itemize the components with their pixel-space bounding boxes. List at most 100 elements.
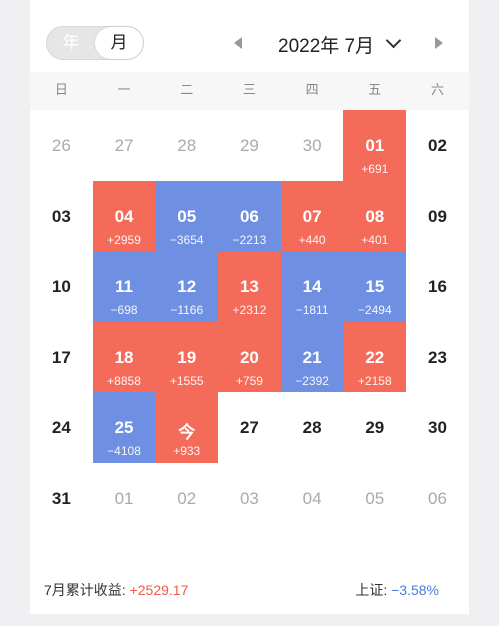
daily-pnl: +401 (361, 232, 389, 247)
calendar-day-cell[interactable]: 24 (30, 392, 93, 463)
next-month-icon[interactable] (435, 37, 443, 49)
calendar-row: 17 18 +8858 19 +1555 20 +759 21 −2392 22 +2158 23 (30, 321, 469, 393)
calendar-day-cell[interactable]: 13 +2312 (218, 251, 281, 322)
calendar-day-cell[interactable]: 06 (406, 463, 469, 534)
daily-pnl: +8858 (107, 373, 141, 388)
day-number: 15 (365, 277, 385, 296)
summary-footer: 7月累计收益: +2529.17 上证: −3.58% (30, 574, 469, 604)
calendar-day-cell[interactable]: 29 (218, 110, 281, 181)
day-number: 28 (302, 418, 322, 437)
day-number: 26 (51, 136, 71, 155)
calendar-panel: 年 月 2022年 7月 日 一 二 三 四 五 六 26 27 28 29 30 01 +… (30, 0, 469, 626)
day-number: 27 (114, 136, 134, 155)
calendar-day-cell[interactable]: 07 +440 (280, 180, 344, 251)
daily-pnl: −2213 (232, 232, 267, 247)
calendar-day-cell[interactable]: 18 +8858 (92, 321, 156, 392)
calendar-day-cell[interactable]: 22 +2158 (343, 321, 407, 392)
calendar-day-cell[interactable]: 30 (406, 392, 469, 463)
calendar-row: 24 25 −4108 今 +933 27 28 29 30 (30, 392, 469, 463)
chevron-down-icon[interactable] (385, 32, 402, 49)
calendar-day-cell[interactable]: 29 (343, 392, 406, 463)
calendar-day-cell[interactable]: 12 −1166 (155, 251, 219, 322)
day-number: 18 (114, 347, 134, 367)
calendar-day-cell[interactable]: 06 −2213 (218, 180, 281, 251)
daily-pnl: −2392 (295, 373, 329, 388)
day-number: 03 (51, 206, 71, 226)
daily-pnl: −4108 (107, 444, 141, 458)
day-number: 19 (177, 347, 197, 367)
day-number: 12 (177, 277, 197, 296)
weekday-tue: 二 (180, 82, 194, 97)
calendar-day-cell[interactable]: 14 −1811 (280, 251, 344, 322)
day-number: 16 (428, 277, 447, 296)
calendar-day-cell[interactable]: 26 (30, 110, 93, 181)
calendar-day-cell[interactable]: 16 (406, 251, 469, 322)
calendar-header: 年 月 2022年 7月 (30, 0, 469, 72)
calendar-day-cell[interactable]: 今 +933 (155, 392, 219, 463)
weekday-sat: 六 (430, 82, 444, 97)
calendar-day-cell[interactable]: 28 (281, 392, 344, 463)
day-number: 27 (239, 418, 259, 437)
day-number: 01 (114, 488, 134, 508)
calendar-day-cell[interactable]: 17 (30, 322, 93, 393)
calendar-day-cell[interactable]: 27 (218, 392, 281, 463)
calendar-day-cell[interactable]: 03 (30, 181, 93, 252)
daily-pnl: −1811 (295, 303, 329, 317)
calendar-day-cell[interactable]: 31 (30, 463, 93, 534)
cumulative-label: 7月累计收益: (44, 582, 126, 598)
weekday-mon: 一 (117, 82, 131, 97)
calendar-day-cell[interactable]: 01 +691 (343, 110, 407, 181)
calendar-day-cell[interactable]: 23 (406, 322, 469, 393)
weekday-wed: 三 (242, 82, 256, 97)
calendar-day-cell[interactable]: 20 +759 (218, 321, 281, 392)
day-number: 01 (365, 136, 385, 155)
month-option[interactable]: 月 (95, 27, 143, 59)
daily-pnl: −3654 (169, 232, 204, 247)
calendar-day-cell[interactable]: 27 (93, 110, 156, 181)
calendar-day-cell[interactable]: 05 −3654 (155, 180, 219, 251)
day-number: 04 (114, 206, 134, 226)
weekday-header: 日 一 二 三 四 五 六 (30, 72, 469, 110)
prev-month-icon[interactable] (234, 37, 242, 49)
calendar-day-cell[interactable]: 28 (155, 110, 218, 181)
daily-pnl: −2494 (357, 303, 392, 317)
day-number: 31 (51, 488, 71, 508)
day-number: 28 (177, 136, 197, 155)
calendar-day-cell[interactable]: 02 (406, 110, 469, 181)
calendar-day-cell[interactable]: 09 (406, 181, 469, 252)
calendar-day-cell[interactable]: 11 −698 (92, 251, 156, 322)
daily-pnl: +1555 (169, 373, 204, 388)
calendar-day-cell[interactable]: 10 (30, 251, 93, 322)
day-number: 14 (302, 277, 322, 296)
day-number: 20 (239, 347, 259, 367)
calendar-day-cell[interactable]: 30 (281, 110, 344, 181)
weekday-fri: 五 (368, 82, 382, 97)
calendar-row: 31 01 02 03 04 05 06 (30, 463, 469, 534)
day-number: 04 (302, 488, 322, 508)
calendar-day-cell[interactable]: 04 (281, 463, 344, 534)
calendar-day-cell[interactable]: 04 +2959 (92, 180, 156, 251)
year-option[interactable]: 年 (62, 33, 80, 52)
index-value: −3.58% (391, 582, 439, 598)
day-number: 今 (178, 423, 196, 442)
right-frame (469, 0, 499, 626)
calendar-day-cell[interactable]: 15 −2494 (343, 251, 407, 322)
year-month-toggle[interactable]: 年 月 (46, 26, 144, 60)
calendar-day-cell[interactable]: 21 −2392 (280, 321, 344, 392)
calendar-day-cell[interactable]: 05 (343, 463, 406, 534)
calendar-day-cell[interactable]: 02 (155, 463, 218, 534)
day-number: 29 (239, 136, 259, 155)
calendar-day-cell[interactable]: 03 (218, 463, 281, 534)
day-number: 05 (365, 488, 385, 508)
calendar-day-cell[interactable]: 01 (93, 463, 156, 534)
calendar-day-cell[interactable]: 08 +401 (343, 180, 407, 251)
daily-pnl: +440 (298, 232, 326, 247)
day-number: 25 (114, 418, 134, 437)
daily-pnl: +759 (235, 373, 263, 388)
day-number: 23 (428, 347, 447, 367)
calendar-row: 03 04 +2959 05 −3654 06 −2213 07 +440 08 +401 09 (30, 180, 469, 252)
calendar-day-cell[interactable]: 25 −4108 (92, 392, 156, 463)
day-number: 06 (428, 488, 447, 508)
calendar-day-cell[interactable]: 19 +1555 (155, 321, 219, 392)
month-title[interactable]: 2022年 7月 (278, 36, 375, 57)
